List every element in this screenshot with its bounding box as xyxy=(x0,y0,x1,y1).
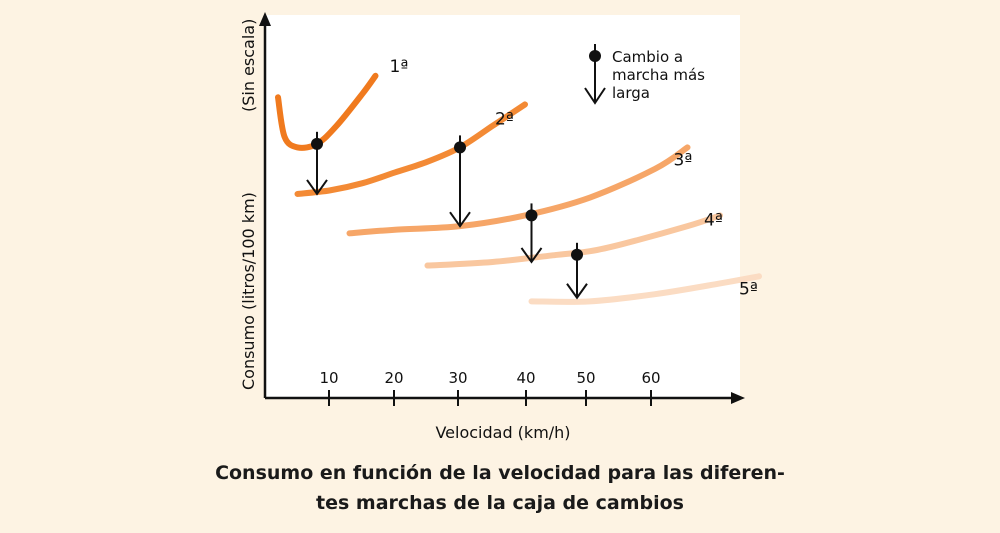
caption-line-2: tes marchas de la caja de cambios xyxy=(316,492,684,514)
x-axis-label: Velocidad (km/h) xyxy=(435,423,570,442)
series-line-gear-4 xyxy=(424,212,723,269)
series-line-gear-1 xyxy=(275,72,379,151)
x-axis-arrowhead xyxy=(731,392,745,404)
shift-arrow-head-1 xyxy=(306,179,328,196)
x-tick-label-10: 10 xyxy=(319,369,338,387)
series-label-gear-1: 1ª xyxy=(390,57,409,77)
series-line-gear-2 xyxy=(294,101,528,197)
caption-line-1: Consumo en función de la velocidad para … xyxy=(215,462,785,484)
x-tick-labels: 10 20 30 40 50 60 xyxy=(319,369,660,387)
x-tick-label-30: 30 xyxy=(448,369,467,387)
legend-arrow-head xyxy=(584,87,606,105)
series-line-gear-3 xyxy=(346,144,691,237)
gear-shift-arrows xyxy=(306,131,588,300)
x-ticks xyxy=(328,390,652,406)
shift-point-2 xyxy=(454,141,466,154)
series-label-gear-5: 5ª xyxy=(739,279,758,299)
series-label-gear-3: 3ª xyxy=(674,150,693,170)
shift-point-3 xyxy=(525,209,538,222)
series-label-gear-2: 2ª xyxy=(495,109,514,129)
y-axis-label-note: (Sin escala) xyxy=(239,19,258,112)
x-tick-label-40: 40 xyxy=(516,369,535,387)
series-label-gear-4: 4ª xyxy=(704,210,723,230)
figure-caption: Consumo en función de la velocidad para … xyxy=(0,458,1000,518)
gear-labels: 1ª 2ª 3ª 4ª 5ª xyxy=(390,57,758,299)
plot-area-background xyxy=(265,15,740,398)
y-axis-arrowhead xyxy=(259,12,271,26)
y-axis-label-main: Consumo (litros/100 km) xyxy=(239,192,258,390)
series-line-gear-5 xyxy=(528,273,762,305)
legend-line-2: marcha más xyxy=(612,66,705,84)
legend-line-1: Cambio a xyxy=(612,48,683,66)
shift-arrow-head-2 xyxy=(449,211,471,228)
y-axis-label: Consumo (litros/100 km) (Sin escala) xyxy=(239,19,258,390)
shift-arrow-head-4 xyxy=(566,283,588,300)
shift-point-1 xyxy=(311,137,323,150)
legend: Cambio a marcha más larga xyxy=(584,44,710,105)
shift-point-4 xyxy=(571,248,583,261)
legend-text: Cambio a marcha más larga xyxy=(612,48,710,102)
shift-arrow-head-3 xyxy=(520,247,543,264)
gear-curves xyxy=(275,72,762,305)
legend-line-3: larga xyxy=(612,84,650,102)
legend-shift-dot xyxy=(589,50,601,62)
x-tick-label-20: 20 xyxy=(384,369,403,387)
x-tick-label-50: 50 xyxy=(576,369,595,387)
x-tick-label-60: 60 xyxy=(641,369,660,387)
